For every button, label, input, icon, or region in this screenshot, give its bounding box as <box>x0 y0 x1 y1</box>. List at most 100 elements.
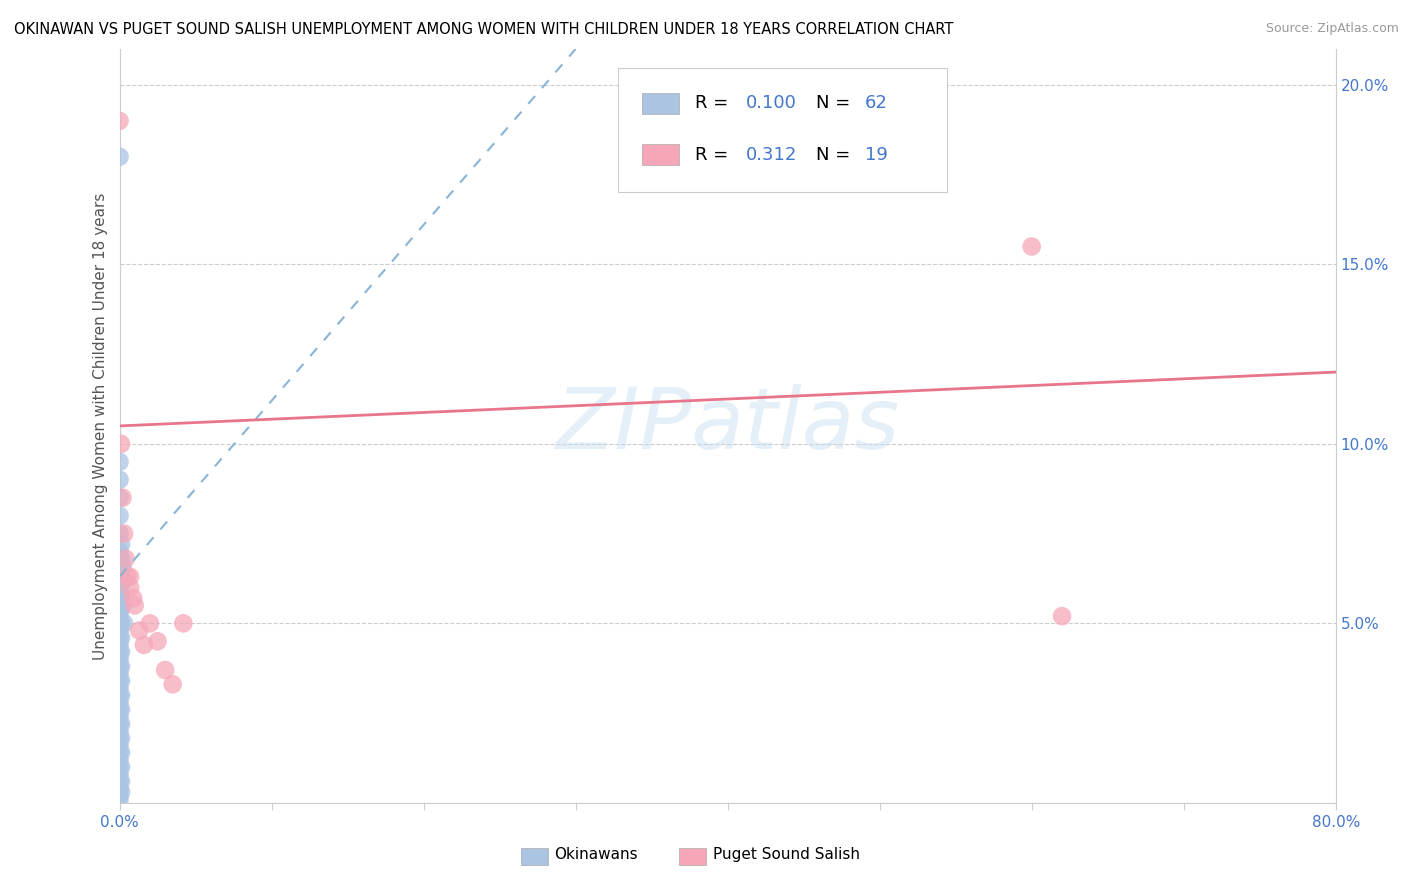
Point <box>108 526 131 541</box>
Point <box>110 774 132 789</box>
Point <box>108 753 131 767</box>
Point <box>139 616 162 631</box>
Point <box>108 659 131 673</box>
Point <box>124 599 146 613</box>
Point <box>108 792 131 806</box>
Point <box>122 591 145 606</box>
Point <box>110 588 132 602</box>
Point <box>108 716 131 731</box>
Point <box>120 570 142 584</box>
Point <box>112 574 135 588</box>
Point <box>108 616 131 631</box>
Point <box>108 609 131 624</box>
Point <box>108 544 131 558</box>
Point <box>108 113 131 128</box>
Point <box>108 638 131 652</box>
Point <box>108 624 131 638</box>
Point <box>115 570 138 584</box>
Point <box>110 785 132 799</box>
Text: N =: N = <box>817 145 856 163</box>
Point <box>108 702 131 716</box>
Point <box>108 781 131 796</box>
Text: R =: R = <box>695 95 734 112</box>
Point <box>114 551 136 566</box>
Point <box>108 508 131 523</box>
Point <box>110 437 132 451</box>
Point <box>110 673 132 688</box>
Text: R =: R = <box>695 145 734 163</box>
Point <box>110 574 132 588</box>
Y-axis label: Unemployment Among Women with Children Under 18 years: Unemployment Among Women with Children U… <box>93 193 108 659</box>
Point <box>110 659 132 673</box>
Point <box>108 631 131 645</box>
Point <box>108 652 131 666</box>
Point <box>112 616 135 631</box>
Point <box>108 709 131 723</box>
Point <box>108 562 131 576</box>
Point <box>162 677 184 691</box>
Point <box>110 616 132 631</box>
Text: OKINAWAN VS PUGET SOUND SALISH UNEMPLOYMENT AMONG WOMEN WITH CHILDREN UNDER 18 Y: OKINAWAN VS PUGET SOUND SALISH UNEMPLOYM… <box>14 22 953 37</box>
Point <box>108 695 131 709</box>
Text: ZIPatlas: ZIPatlas <box>555 384 900 467</box>
Point <box>108 774 131 789</box>
FancyBboxPatch shape <box>679 848 706 864</box>
Point <box>111 558 134 573</box>
FancyBboxPatch shape <box>619 68 946 193</box>
Point <box>110 537 132 551</box>
Point <box>111 599 134 613</box>
Text: Puget Sound Salish: Puget Sound Salish <box>713 847 860 863</box>
Point <box>108 746 131 760</box>
FancyBboxPatch shape <box>520 848 547 864</box>
Point <box>111 491 134 505</box>
FancyBboxPatch shape <box>643 144 679 165</box>
Point <box>108 760 131 774</box>
Point <box>108 789 131 803</box>
Point <box>108 473 131 487</box>
Point <box>110 631 132 645</box>
Point <box>108 739 131 753</box>
Point <box>108 588 131 602</box>
Point <box>108 688 131 702</box>
FancyBboxPatch shape <box>643 93 679 114</box>
Point <box>110 645 132 659</box>
Text: 19: 19 <box>865 145 889 163</box>
Point <box>110 746 132 760</box>
Text: 62: 62 <box>865 95 889 112</box>
Point <box>112 526 135 541</box>
Point <box>132 638 155 652</box>
Point <box>108 150 131 164</box>
Point <box>108 673 131 688</box>
Point <box>172 616 194 631</box>
Point <box>110 716 132 731</box>
Point <box>110 731 132 746</box>
Point <box>110 688 132 702</box>
Point <box>108 731 131 746</box>
Text: 0.100: 0.100 <box>745 95 797 112</box>
Point <box>108 581 131 595</box>
Point <box>108 455 131 469</box>
Point <box>110 702 132 716</box>
Point <box>108 681 131 695</box>
Point <box>120 581 142 595</box>
Point <box>108 724 131 739</box>
Point <box>1021 239 1043 253</box>
Point <box>108 574 131 588</box>
Point <box>108 767 131 781</box>
Text: Okinawans: Okinawans <box>554 847 637 863</box>
Point <box>108 599 131 613</box>
Point <box>108 491 131 505</box>
Point <box>146 634 169 648</box>
Point <box>110 602 132 616</box>
Point <box>110 760 132 774</box>
Point <box>108 551 131 566</box>
Point <box>110 551 132 566</box>
Point <box>108 666 131 681</box>
Point <box>153 663 176 677</box>
Point <box>128 624 150 638</box>
Point <box>1050 609 1073 624</box>
Text: Source: ZipAtlas.com: Source: ZipAtlas.com <box>1265 22 1399 36</box>
Text: 0.312: 0.312 <box>745 145 797 163</box>
Point <box>108 645 131 659</box>
Text: N =: N = <box>817 95 856 112</box>
